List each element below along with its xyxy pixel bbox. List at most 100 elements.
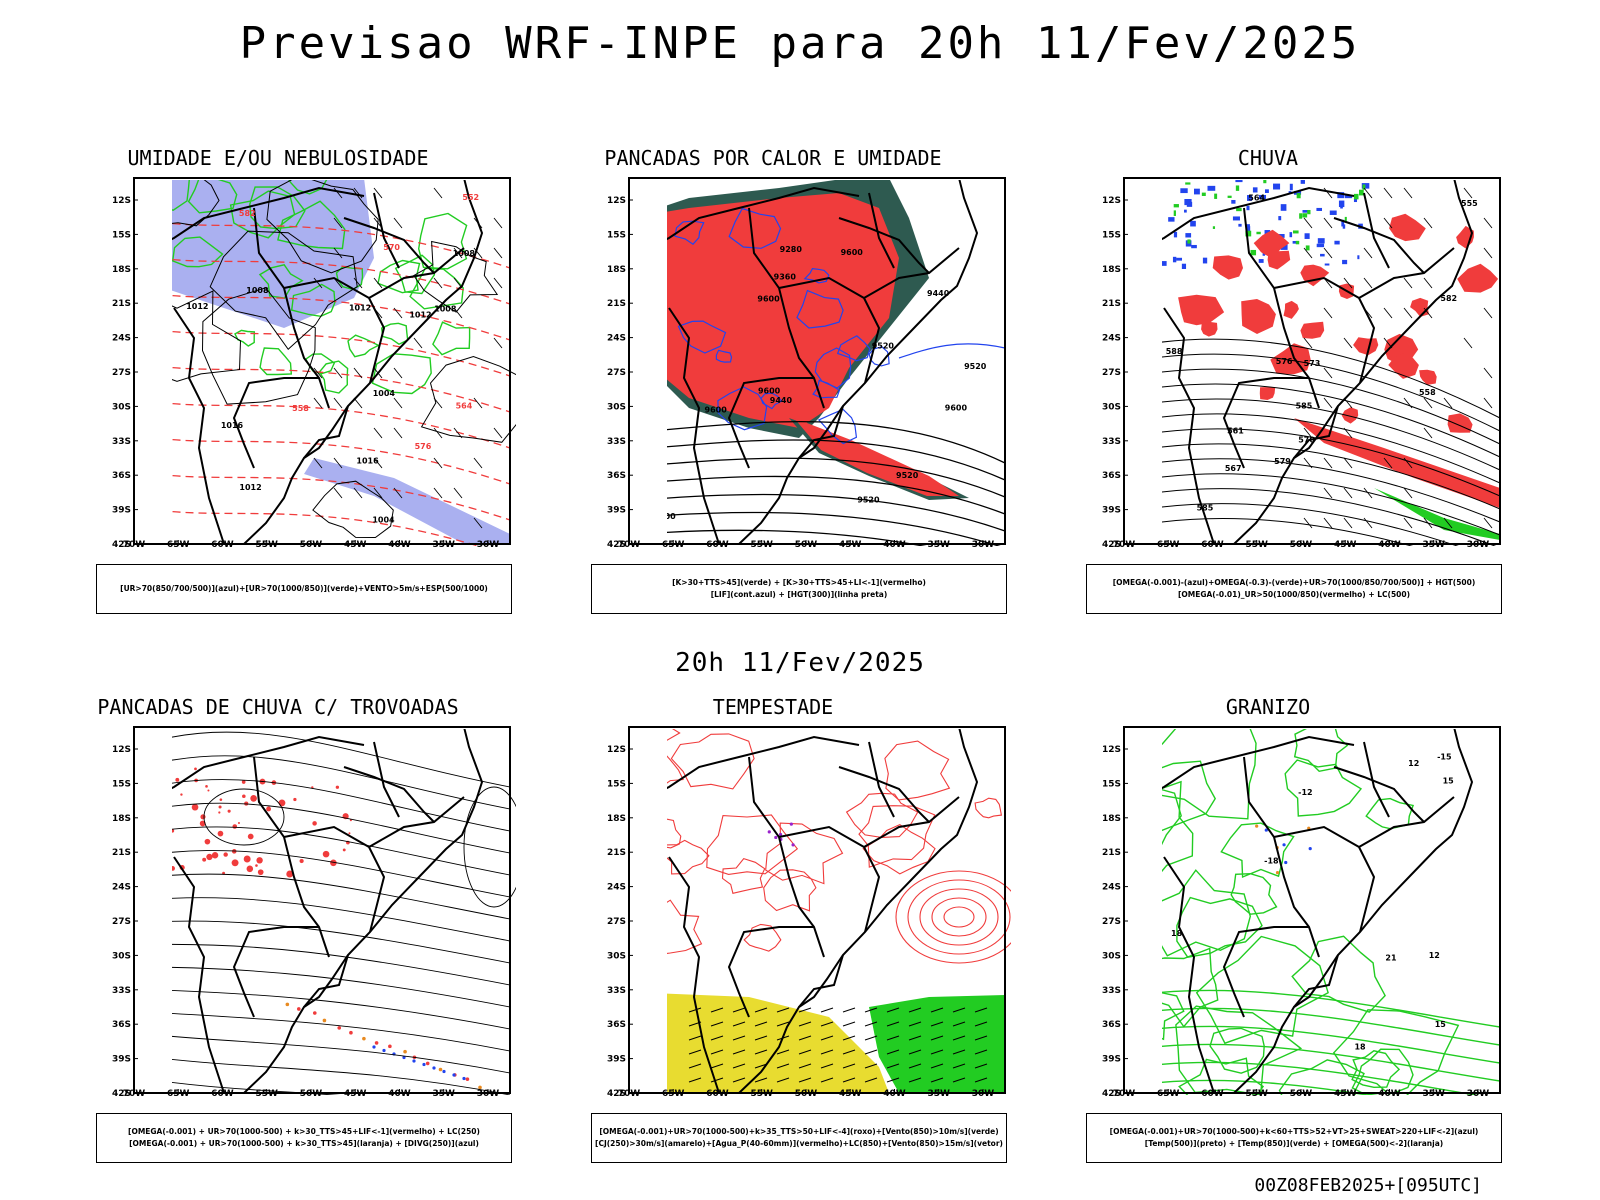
thickness-dashed-contour <box>172 222 511 269</box>
omega-blue-cell <box>1258 259 1264 263</box>
omega-blue-cell <box>1302 210 1309 213</box>
pressure-contour <box>172 290 242 382</box>
wind-vector <box>842 1007 856 1013</box>
pressure-contour <box>312 480 394 539</box>
contour-label: 588 <box>1166 347 1183 356</box>
legend-line-1: [K>30+TTS>45](verde) + [K>30+TTS>45+LI<-… <box>672 578 926 587</box>
wind-vector <box>1483 217 1493 229</box>
contour-label: 9600 <box>841 248 864 257</box>
temp850-contour <box>1278 1059 1365 1095</box>
wind-vector <box>820 1049 834 1055</box>
temp850-contour <box>1162 780 1194 873</box>
wind-vector <box>373 427 383 439</box>
lat-tick-label: 39S <box>1102 1055 1121 1065</box>
wind-vector <box>393 397 403 409</box>
lat-tick-label: 21S <box>1102 299 1121 309</box>
streamline <box>172 1012 511 1052</box>
political-border <box>232 377 319 469</box>
map-pancadas-calor: 9600 9600 9520 9520 9600 9600 9520 9440 9360 9280… <box>607 177 1006 548</box>
thunderstorm-red-cell <box>293 797 297 802</box>
omega-blue-cell <box>1316 207 1323 211</box>
temp850-contour <box>1162 992 1185 1041</box>
omega-blue-cell <box>1357 255 1360 260</box>
wind-vector <box>952 1049 966 1055</box>
humidity-green-contour <box>394 254 436 295</box>
lon-tick-label: 30W <box>477 1089 500 1097</box>
humidity-blue-area <box>172 180 374 328</box>
lat-tick-label: 33S <box>1102 986 1121 996</box>
omega-green-cell <box>1235 185 1240 191</box>
omega-blue-cell <box>1181 263 1187 269</box>
omega-blue-cell <box>1246 226 1251 233</box>
wind-vector <box>886 1077 900 1083</box>
omega-blue-cell <box>1342 259 1348 265</box>
map-granizo: 21 18 15 12 18 15 12 -15 -18 -12 12S 15S 18S 21S 24S 27… <box>1102 726 1501 1097</box>
wind-vector <box>776 1077 790 1083</box>
height500-contour <box>1162 383 1501 458</box>
wind-vector <box>864 1035 878 1041</box>
plot-inner: 1008101210121016101257657058210041008101… <box>172 180 516 546</box>
lat-tick-label: 15S <box>607 230 626 240</box>
storm-purple-cell <box>789 822 793 826</box>
rain-red-area <box>1283 300 1299 319</box>
plot-group: 1008101210121016101257657058210041008101… <box>112 177 516 548</box>
wind-vector <box>908 1049 922 1055</box>
lon-tick-label: 55W <box>1246 540 1269 548</box>
lon-tick-label: 60W <box>706 1089 729 1097</box>
wind-vector <box>493 427 503 439</box>
lat-tick-label: 33S <box>607 437 626 447</box>
temp850-contour <box>1162 1007 1501 1046</box>
wind-vector <box>688 1077 702 1083</box>
wind-vector <box>1343 277 1353 289</box>
wind-vector <box>754 1007 768 1013</box>
thickness-dashed-contour <box>172 510 481 546</box>
thunderstorm-red-cell <box>330 859 337 867</box>
wind-vector <box>1463 337 1473 349</box>
wind-vector <box>1323 187 1333 199</box>
contour-label: 1008 <box>453 249 476 258</box>
wind-vector <box>688 1007 702 1013</box>
rain-red-area <box>1353 337 1379 356</box>
omega-blue-cell <box>1173 231 1178 238</box>
height500-contour <box>1162 518 1414 546</box>
omega-green-cell <box>1185 182 1191 185</box>
temp850-contour <box>1162 729 1257 820</box>
contour-label: 9600 <box>757 295 780 304</box>
thunderstorm-red-cell <box>218 805 222 809</box>
omega-blue-cell <box>1172 256 1177 263</box>
thunderstorm-band-cell <box>438 1067 443 1072</box>
wind-vector <box>433 487 443 499</box>
wind-vector <box>473 247 483 259</box>
contour-label: 9520 <box>896 471 919 480</box>
omega-green-cell <box>1293 230 1299 234</box>
lon-tick-label: 45W <box>344 1089 367 1097</box>
wind-vector <box>1343 487 1353 499</box>
contour-label: 564 <box>456 401 473 410</box>
height300-contour <box>667 475 1006 515</box>
lon-tick-label: 60W <box>211 1089 234 1097</box>
lifted-index-contour <box>674 220 705 245</box>
wind-vector <box>333 367 343 379</box>
wind-vector <box>776 1007 790 1013</box>
thickness-dashed-contour <box>172 294 511 341</box>
wind-vector <box>1383 307 1393 319</box>
lon-tick-label: 40W <box>1378 1089 1401 1097</box>
wind-vector <box>1303 337 1313 349</box>
humidity-green-contour <box>259 347 293 376</box>
wind-vector <box>820 1035 834 1041</box>
omega-green-cell <box>1295 240 1300 245</box>
thunderstorm-red-cell <box>246 865 254 873</box>
omega-blue-cell <box>1246 224 1250 228</box>
political-border <box>868 741 895 818</box>
lat-tick-label: 39S <box>112 506 131 516</box>
rain-red-area <box>1178 294 1225 326</box>
political-border <box>373 192 400 269</box>
omega-blue-cell <box>1338 200 1345 208</box>
lon-tick-label: 65W <box>167 540 190 548</box>
wind-vector <box>1383 217 1393 229</box>
wind-vector <box>732 1035 746 1041</box>
streamline <box>172 989 511 1030</box>
precip-water-contour <box>667 899 703 954</box>
thunderstorm-red-cell <box>200 814 206 820</box>
